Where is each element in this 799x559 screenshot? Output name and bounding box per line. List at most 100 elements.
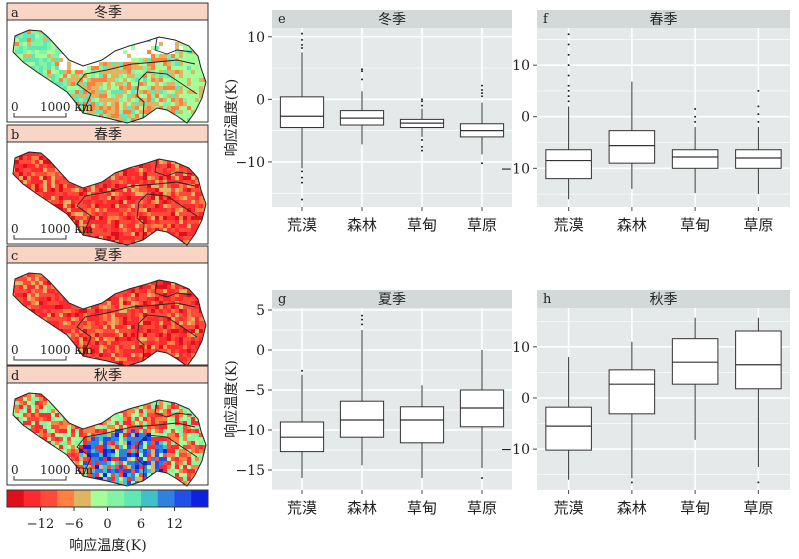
map-pixel: [59, 196, 63, 200]
map-pixel: [59, 413, 63, 417]
map-pixel: [159, 345, 163, 349]
map-pixel: [75, 220, 79, 224]
map-pixel: [123, 481, 127, 485]
map-pixel: [55, 429, 59, 433]
map-pixel: [183, 118, 187, 122]
map-pixel: [199, 204, 203, 208]
map-pixel: [35, 309, 39, 313]
map-pixel: [183, 341, 187, 345]
map-pixel: [115, 349, 119, 353]
map-pixel: [43, 42, 47, 46]
map-pixel: [167, 208, 171, 212]
map-pixel: [123, 240, 127, 244]
map-pixel: [187, 353, 191, 357]
map-pixel: [143, 192, 147, 196]
map-pixel: [79, 437, 83, 441]
map-pixel: [163, 106, 167, 110]
map-pixel: [111, 106, 115, 110]
map-pixel: [143, 86, 147, 90]
map-pixel: [99, 74, 103, 78]
map-pixel: [195, 341, 199, 345]
map-pixel: [79, 74, 83, 78]
map-pixel: [143, 78, 147, 82]
map-pixel: [151, 224, 155, 228]
map-pixel: [47, 281, 51, 285]
map-pixel: [23, 289, 27, 293]
map-pixel: [51, 485, 55, 486]
map-pixel: [159, 54, 163, 58]
map-pixel: [183, 94, 187, 98]
map-pixel: [87, 313, 91, 317]
map-pixel: [127, 54, 131, 58]
map-pixel: [191, 337, 195, 341]
map-pixel: [15, 289, 19, 293]
map-pixel: [167, 160, 171, 164]
map-pixel: [175, 188, 179, 192]
map-pixel: [167, 180, 171, 184]
map-pixel: [63, 433, 67, 437]
map-pixel: [27, 397, 31, 401]
map-pixel: [127, 70, 131, 74]
map-pixel: [47, 305, 51, 309]
map-pixel: [167, 94, 171, 98]
map-pixel: [47, 297, 51, 301]
map-pixel: [103, 58, 107, 62]
map-pixel: [103, 329, 107, 333]
map-pixel: [175, 293, 179, 297]
map-pixel: [35, 50, 39, 54]
map-pixel: [167, 102, 171, 106]
map-pixel: [35, 397, 39, 401]
map-pixel: [43, 277, 47, 281]
map-pixel: [39, 160, 43, 164]
map-pixel: [55, 425, 59, 429]
map-pixel: [47, 425, 51, 429]
map-pixel: [83, 329, 87, 333]
map-pixel: [163, 160, 167, 164]
map-pixel: [191, 329, 195, 333]
map-pixel: [191, 172, 195, 176]
map-pixel: [55, 188, 59, 192]
map-pixel: [43, 313, 47, 317]
map-pixel: [167, 297, 171, 301]
map-pixel: [31, 401, 35, 405]
map-pixel: [31, 281, 35, 285]
map-pixel: [187, 329, 191, 333]
map-pixel: [91, 305, 95, 309]
map-pixel: [39, 188, 43, 192]
map-pixel: [103, 461, 107, 465]
map-pixel: [191, 216, 195, 220]
map-pixel: [179, 42, 183, 46]
map-pixel: [163, 337, 167, 341]
map-pixel: [35, 273, 39, 277]
map-pixel: [27, 168, 31, 172]
map-pixel: [75, 208, 79, 212]
map-pixel: [143, 164, 147, 168]
map-pixel: [23, 297, 27, 301]
map-pixel: [31, 54, 35, 58]
map-pixel: [111, 421, 115, 425]
map-pixel: [83, 309, 87, 313]
map-pixel: [127, 313, 131, 317]
map-pixel: [139, 172, 143, 176]
map-pixel: [95, 188, 99, 192]
map-pixel: [91, 106, 95, 110]
map-pixel: [119, 180, 123, 184]
map-pixel: [27, 293, 31, 297]
map-pixel: [79, 78, 83, 82]
map-pixel: [119, 465, 123, 469]
map-pixel: [95, 473, 99, 477]
map-pixel: [91, 204, 95, 208]
map-pixel: [119, 240, 123, 244]
map-pixel: [103, 224, 107, 228]
map-pixel: [179, 78, 183, 82]
map-pixel: [147, 224, 151, 228]
map-pixel: [175, 309, 179, 313]
map-pixel: [131, 224, 135, 228]
map-pixel: [167, 321, 171, 325]
map-pixel: [179, 172, 183, 176]
map-pixel: [171, 309, 175, 313]
map-pixel: [167, 82, 171, 86]
map-pixel: [199, 70, 203, 74]
map-pixel: [119, 232, 123, 236]
map-pixel: [91, 98, 95, 102]
